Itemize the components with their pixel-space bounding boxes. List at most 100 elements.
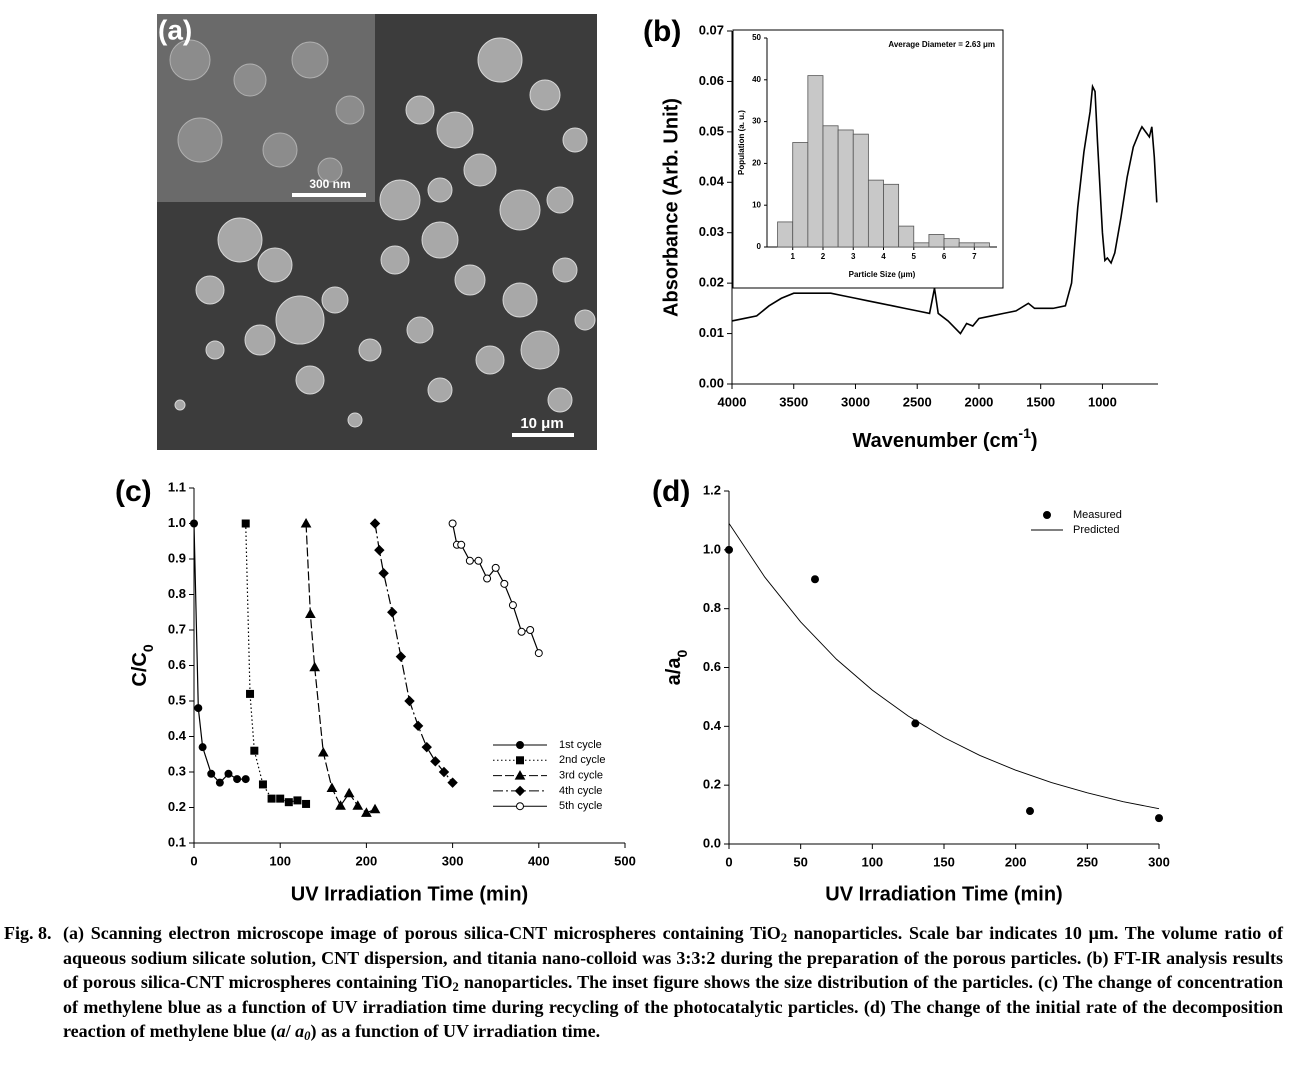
y-tick-label: 0.01 [699, 325, 724, 340]
x-axis-label-part: ) [1031, 430, 1038, 452]
marker [293, 796, 302, 805]
marker [508, 601, 517, 610]
x-tick-label: 100 [269, 853, 291, 868]
y-tick-label: 0.0 [703, 835, 721, 850]
marker [725, 545, 733, 554]
y-tick-label: 0.4 [703, 718, 722, 733]
marker [514, 770, 526, 780]
y-tick-label: 0.2 [168, 799, 186, 814]
sem-inset-texture [169, 39, 365, 183]
y-axis-label: C/C0 [129, 644, 155, 686]
bar [943, 238, 960, 248]
bar [883, 183, 900, 248]
y-tick-label: 0 [757, 242, 762, 251]
marker [465, 556, 474, 565]
y-axis-label: Absorbance (Arb. Unit) [660, 98, 682, 317]
panel-label: (c) [115, 475, 152, 508]
y-tick-label: 0.8 [168, 586, 186, 601]
caption-run: nanoparticles. Scale bar indicates 10 μm… [63, 923, 1283, 992]
marker [491, 563, 500, 572]
scale-bar [512, 433, 574, 437]
marker [300, 517, 312, 528]
y-tick-label: 0.05 [699, 123, 724, 138]
x-tick-label: 0 [190, 853, 197, 868]
marker [447, 777, 458, 788]
y-tick-label: 10 [752, 200, 761, 209]
marker [361, 807, 372, 817]
x-tick-label: 300 [1148, 854, 1170, 869]
series-line [728, 523, 1160, 810]
marker [430, 756, 441, 767]
marker [412, 720, 424, 732]
x-tick-label: 7 [972, 252, 977, 261]
y-tick-label: 0.07 [699, 22, 724, 37]
bar [928, 234, 945, 248]
y-tick-label: 1.1 [168, 479, 186, 494]
y-tick-label: 0.8 [703, 600, 721, 615]
panel-label: (a) [158, 14, 192, 45]
x-axis-label-part: Wavenumber (cm [852, 430, 1018, 452]
caption: Fig. 8. (a) Scanning electron microscope… [0, 921, 1283, 1044]
y-axis-label-part: 0 [674, 649, 690, 657]
bar [973, 242, 990, 248]
x-tick-label: 2 [821, 252, 826, 261]
x-tick-label: 0 [725, 854, 732, 869]
x-tick-label: 100 [861, 854, 883, 869]
y-tick-label: 0.4 [168, 728, 187, 743]
marker [241, 519, 250, 528]
marker [1026, 807, 1034, 816]
y-axis-label: a/a0 [663, 649, 689, 685]
y-tick-label: 1.0 [703, 541, 721, 556]
sem-image: 300 nm 10 μm (a) [157, 14, 597, 450]
marker [395, 651, 407, 662]
y-tick-label: 0.5 [168, 692, 186, 707]
x-axis-label-part: -1 [1018, 425, 1031, 441]
legend-label: Predicted [1073, 524, 1119, 536]
marker [326, 782, 338, 792]
y-tick-label: 0.00 [699, 375, 724, 390]
legend-label: 4th cycle [559, 785, 602, 797]
marker [276, 794, 285, 803]
bar [867, 179, 884, 248]
marker [335, 800, 346, 810]
marker [526, 626, 535, 634]
inset-scale-bar [292, 193, 366, 197]
x-tick-label: 1000 [1088, 394, 1117, 409]
bar [898, 225, 915, 248]
y-tick-label: 0.6 [168, 657, 186, 672]
series-line [731, 83, 1158, 335]
caption-run: 0 [304, 1029, 311, 1044]
marker [246, 689, 255, 698]
marker [224, 769, 233, 778]
caption-run: (a) Scanning electron microscope image o… [63, 923, 781, 943]
figure: 300 nm 10 μm (a) 0.00 0.01 0.0 2 0.03 0.04 0.0… [115, 14, 1170, 905]
marker [1155, 814, 1163, 823]
scale-label: 10 μm [520, 415, 563, 432]
y-tick-label: 1.0 [168, 515, 186, 530]
y-axis-label-part: 0 [140, 644, 156, 652]
bar [792, 142, 809, 248]
y-tick-label: 0.03 [699, 224, 724, 239]
marker [1043, 511, 1051, 519]
x-axis-label: UV Irradiation Time (min) [291, 883, 528, 905]
y-tick-label: 0.04 [699, 174, 725, 189]
y-tick-label: 20 [752, 159, 761, 168]
panel-label: (b) [643, 15, 681, 48]
y-axis-label-part: a/a [663, 657, 685, 686]
marker [516, 756, 524, 765]
marker [215, 778, 224, 787]
marker [369, 518, 381, 529]
caption-run: ) as a function of UV irradiation time. [310, 1021, 601, 1041]
marker [241, 775, 250, 784]
y-axis-label: Population (a. u.) [737, 110, 746, 175]
x-tick-label: 500 [614, 853, 636, 868]
caption-label: Fig. 8. [4, 923, 52, 943]
legend-label: 3rd cycle [559, 770, 603, 782]
marker [483, 574, 492, 583]
bar [958, 242, 975, 248]
x-tick-label: 1500 [1026, 394, 1055, 409]
annotation: Average Diameter = 2.63 μm [888, 40, 995, 49]
marker [207, 769, 216, 778]
x-tick-label: 300 [442, 853, 464, 868]
